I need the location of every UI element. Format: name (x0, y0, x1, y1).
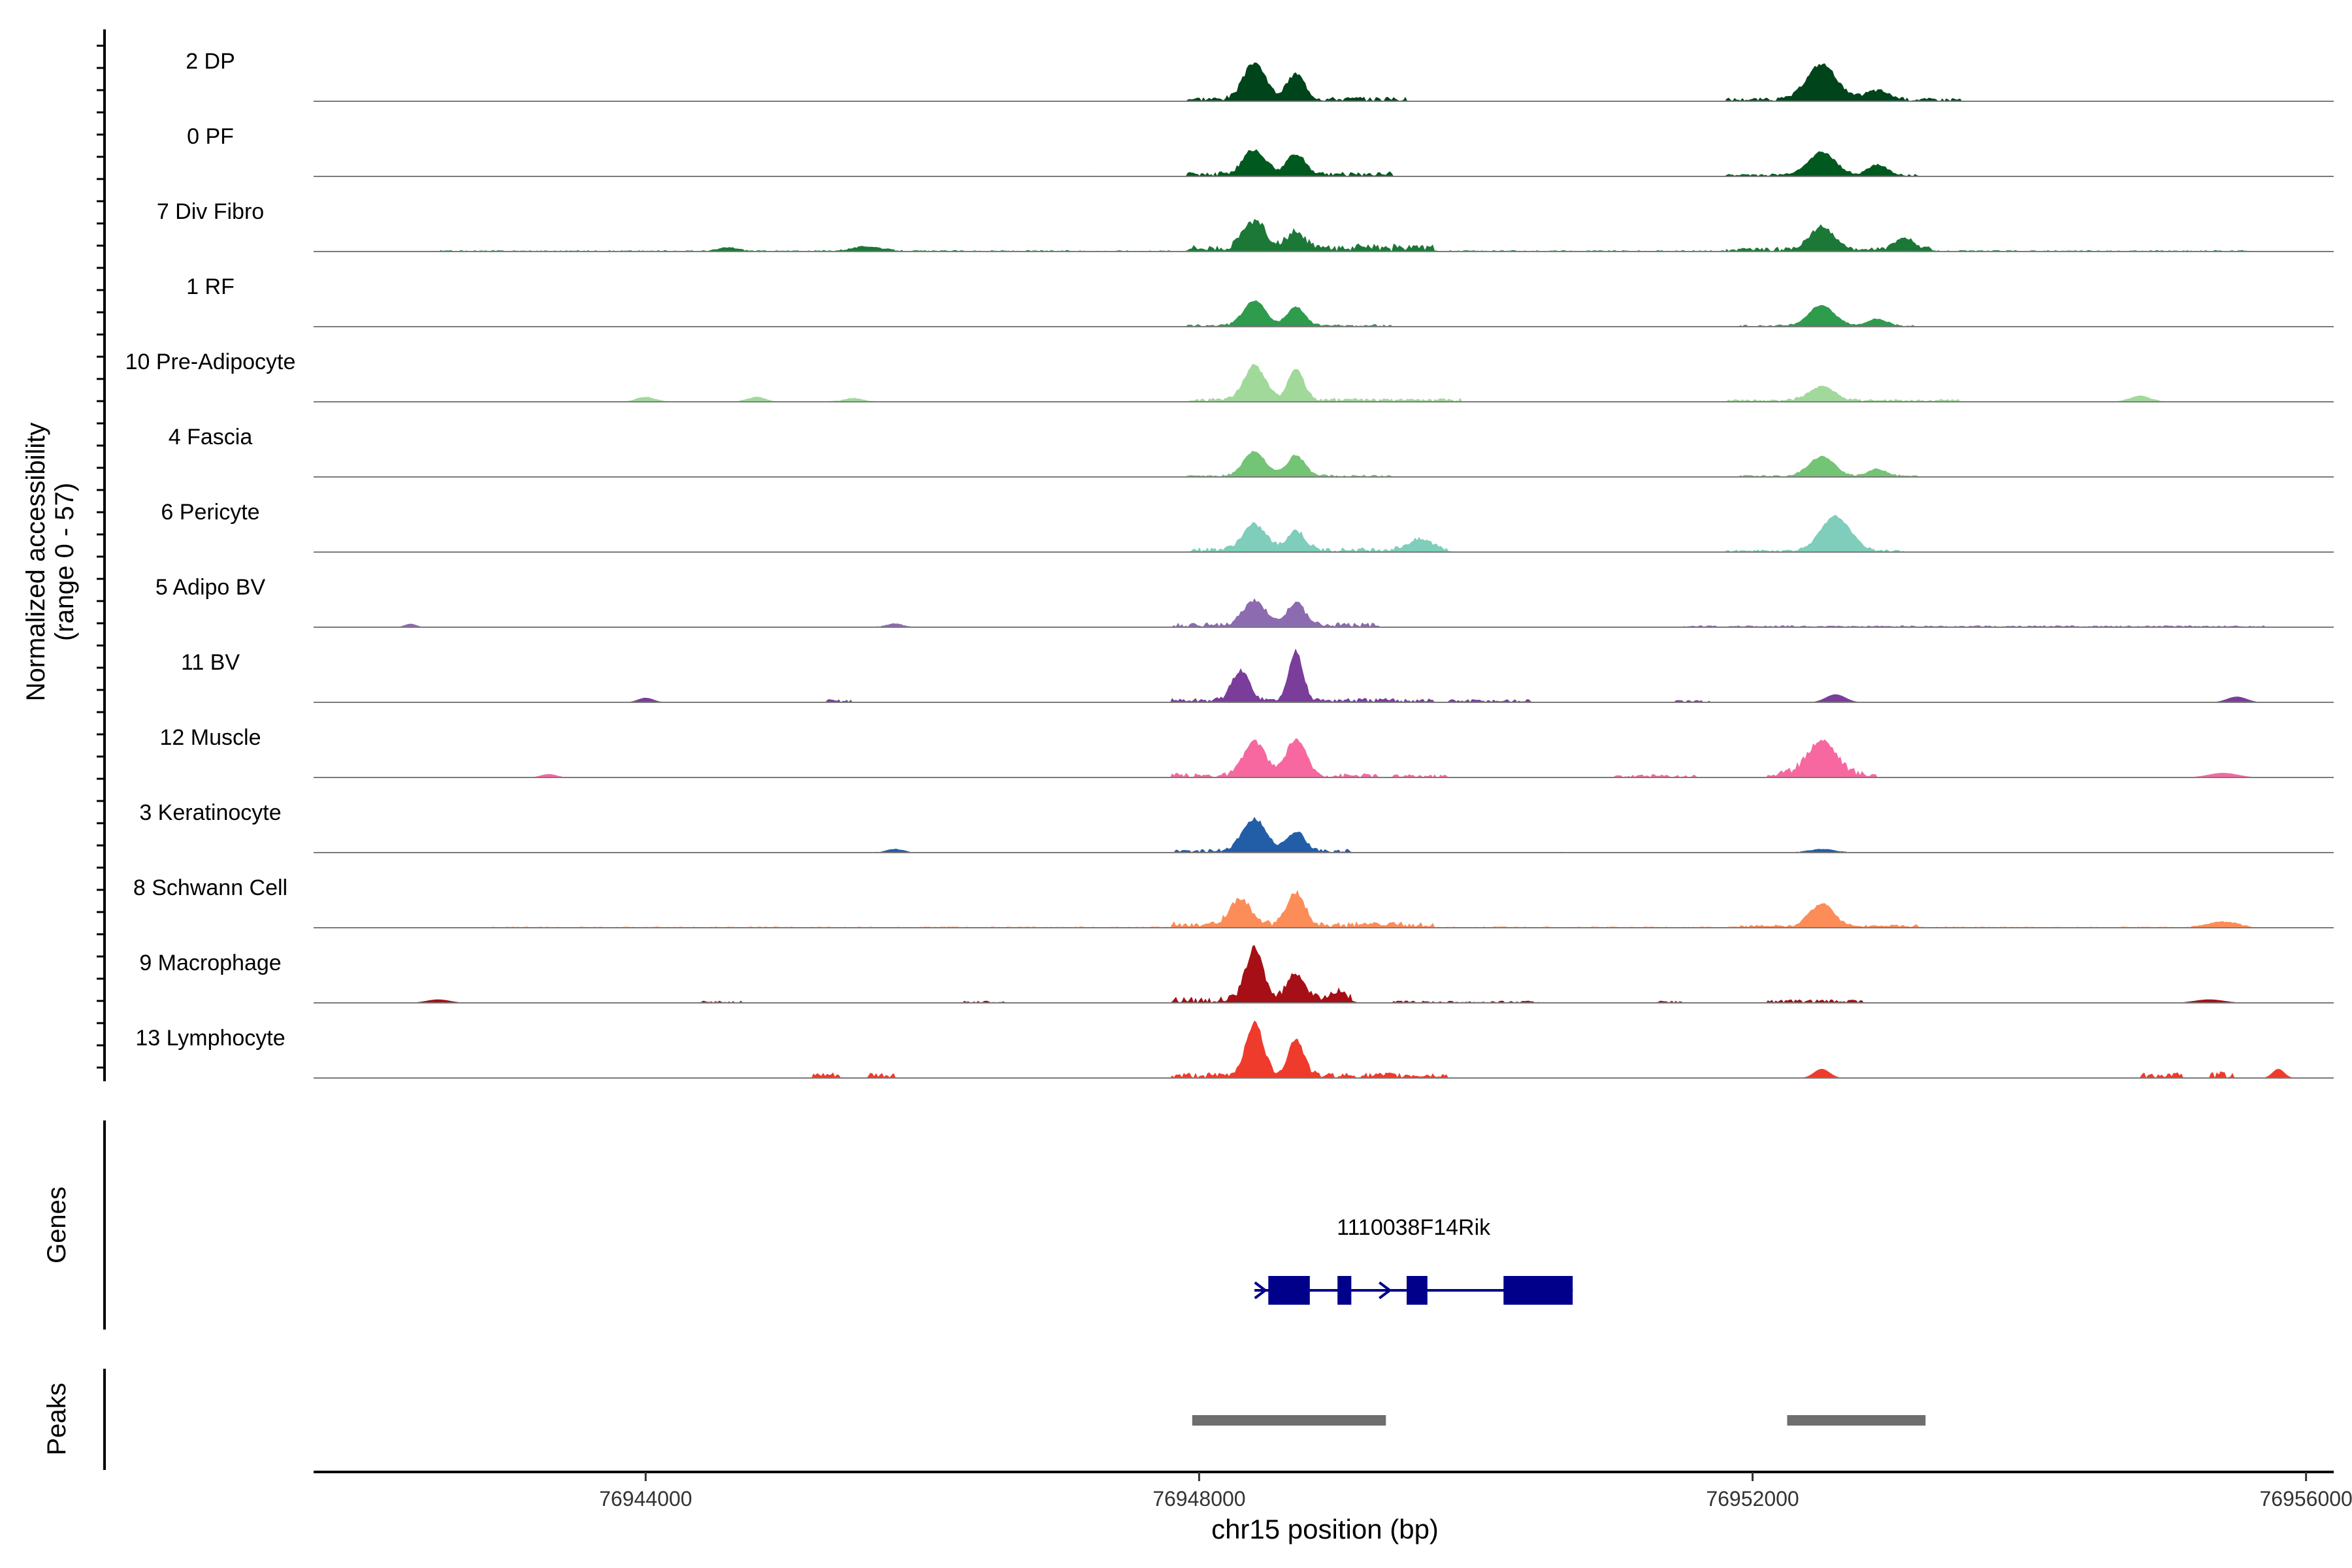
track-label: 7 Div Fibro (157, 199, 264, 224)
track-coverage-area (314, 738, 2334, 777)
track-9: 11 BV (181, 648, 2334, 703)
track-label: 10 Pre-Adipocyte (125, 350, 296, 374)
y-axis (97, 29, 106, 1081)
track-coverage-area (314, 817, 2334, 853)
coverage-tracks: 2 DP 0 PF 7 Div Fibro 1 RF 10 Pre-Adipocyte 4… (125, 49, 2334, 1079)
x-axis: 76944000 76948000 76952000 76956000 (314, 1471, 2352, 1511)
peak-region (1192, 1415, 1386, 1426)
track-4: 1 RF (186, 274, 2334, 327)
track-12: 8 Schwann Cell (133, 875, 2334, 928)
track-coverage-area (314, 364, 2334, 402)
track-7: 6 Pericyte (161, 500, 2334, 553)
track-14: 13 Lymphocyte (135, 1020, 2334, 1079)
gene-strand-arrow (1379, 1281, 1392, 1299)
track-label: 1 RF (186, 274, 235, 299)
track-10: 12 Muscle (160, 725, 2334, 778)
gene-exon (1407, 1276, 1428, 1305)
gene-exon (1268, 1276, 1310, 1305)
track-8: 5 Adipo BV (155, 575, 2334, 628)
gene-name-label: 1110038F14Rik (1337, 1215, 1491, 1240)
track-label: 6 Pericyte (161, 500, 259, 525)
x-axis-label: chr15 position (bp) (1211, 1514, 1439, 1544)
genes-label: Genes (42, 1186, 71, 1264)
x-tick-label: 76948000 (1152, 1487, 1245, 1511)
track-label: 8 Schwann Cell (133, 875, 287, 900)
track-label: 5 Adipo BV (155, 575, 266, 600)
x-tick-label: 76952000 (1706, 1487, 1799, 1511)
track-coverage-area (314, 450, 2334, 477)
track-coverage-area (314, 62, 2334, 101)
track-label: 9 Macrophage (139, 951, 281, 975)
genes-panel: Genes 1110038F14Rik (42, 1120, 1573, 1330)
track-coverage-area (314, 218, 2334, 252)
track-11: 3 Keratinocyte (139, 800, 2334, 853)
y-axis-label-line2: (range 0 - 57) (50, 483, 79, 641)
track-label: 12 Muscle (160, 725, 261, 750)
gene-exon (1337, 1276, 1352, 1305)
gene-exon (1503, 1276, 1573, 1305)
track-coverage-area (314, 648, 2334, 702)
gene-strand-arrow (1254, 1281, 1268, 1299)
y-axis-label-line1: Normalized accessibility (22, 423, 50, 702)
peaks-panel: Peaks (42, 1369, 1926, 1470)
peaks-label: Peaks (42, 1382, 71, 1455)
track-label: 0 PF (187, 124, 234, 149)
track-coverage-area (314, 1020, 2334, 1078)
track-coverage-area (314, 890, 2334, 928)
peak-region (1787, 1415, 1926, 1426)
track-2: 0 PF (187, 124, 2334, 177)
track-coverage-area (314, 149, 2334, 176)
track-coverage-area (314, 300, 2334, 327)
x-tick-label: 76944000 (599, 1487, 692, 1511)
track-coverage-area (314, 945, 2334, 1003)
track-label: 13 Lymphocyte (135, 1026, 285, 1051)
track-label: 2 DP (186, 49, 235, 74)
track-5: 10 Pre-Adipocyte (125, 350, 2334, 402)
track-coverage-area (314, 598, 2334, 627)
track-6: 4 Fascia (169, 425, 2334, 478)
track-label: 4 Fascia (169, 425, 253, 449)
track-3: 7 Div Fibro (157, 199, 2334, 252)
track-label: 11 BV (181, 650, 240, 675)
track-coverage-area (314, 515, 2334, 552)
track-label: 3 Keratinocyte (139, 800, 281, 825)
track-13: 9 Macrophage (139, 945, 2334, 1004)
track-1: 2 DP (186, 49, 2334, 102)
x-tick-label: 76956000 (2259, 1487, 2352, 1511)
